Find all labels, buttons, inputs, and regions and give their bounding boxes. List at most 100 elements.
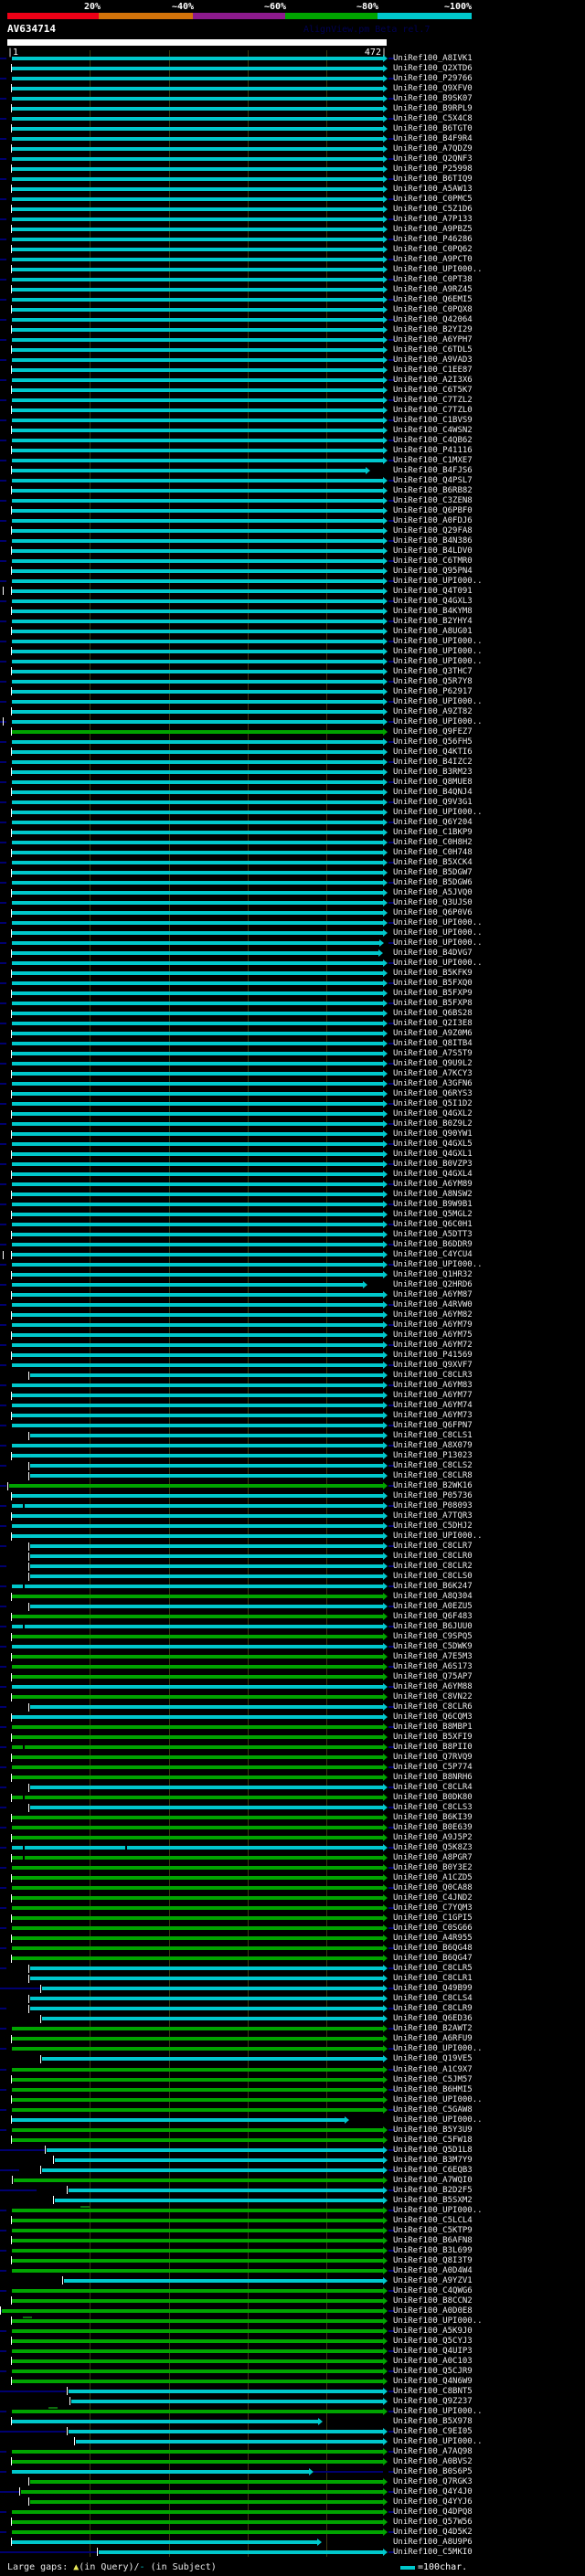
hit-bar[interactable]	[29, 1474, 383, 1479]
hit-bar[interactable]	[12, 1313, 383, 1318]
hit-bar[interactable]	[12, 1012, 383, 1016]
hit-bar[interactable]	[12, 769, 383, 774]
hit-label[interactable]: UniRef100_Q3THC7	[393, 666, 473, 676]
hit-bar[interactable]	[12, 347, 383, 352]
hit-label[interactable]: UniRef100_A9J5P2	[393, 1833, 473, 1843]
hit-label[interactable]: UniRef100_Q7RGK3	[393, 2476, 473, 2486]
hit-bar[interactable]	[12, 2288, 383, 2293]
hit-bar[interactable]	[12, 599, 383, 603]
hit-label[interactable]: UniRef100_B0Z9L2	[393, 1119, 473, 1129]
hit-label[interactable]: UniRef100_C8BNT5	[393, 2386, 473, 2396]
hit-label[interactable]: UniRef100_Q95PN4	[393, 566, 473, 576]
hit-label[interactable]: UniRef100_A6YM77	[393, 1391, 473, 1401]
hit-label[interactable]: UniRef100_B0S6P5	[393, 2466, 473, 2476]
hit-bar[interactable]	[12, 458, 383, 462]
hit-label[interactable]: UniRef100_UPI000..	[393, 2205, 483, 2215]
hit-label[interactable]: UniRef100_B6AFN8	[393, 2235, 473, 2245]
hit-bar[interactable]	[12, 811, 383, 814]
hit-label[interactable]: UniRef100_A6YM87	[393, 1290, 473, 1300]
hit-bar[interactable]	[12, 1444, 383, 1448]
hit-label[interactable]: UniRef100_B2D2F5	[393, 2185, 473, 2195]
hit-label[interactable]: UniRef100_B5DGW7	[393, 868, 473, 878]
hit-label[interactable]: UniRef100_B8CCN2	[393, 2295, 473, 2306]
hit-label[interactable]: UniRef100_P13023	[393, 1451, 473, 1461]
hit-label[interactable]: UniRef100_C8VN22	[393, 1692, 473, 1702]
hit-bar[interactable]	[12, 297, 383, 302]
hit-bar[interactable]	[12, 1725, 383, 1730]
hit-label[interactable]: UniRef100_Q6BS28	[393, 1009, 473, 1019]
hit-label[interactable]: UniRef100_UPI000..	[393, 2316, 483, 2326]
hit-label[interactable]: UniRef100_C8CLR5	[393, 1964, 473, 1974]
hit-bar[interactable]	[12, 1876, 383, 1881]
hit-label[interactable]: UniRef100_C9SPQ5	[393, 1632, 473, 1642]
hit-label[interactable]: UniRef100_B4LDV0	[393, 546, 473, 556]
hit-label[interactable]: UniRef100_C8CLR7	[393, 1542, 473, 1552]
hit-label[interactable]: UniRef100_A5AW13	[393, 184, 473, 194]
hit-bar[interactable]	[29, 2499, 383, 2504]
hit-label[interactable]: UniRef100_A9PBZ5	[393, 224, 473, 234]
hit-bar[interactable]	[29, 1786, 383, 1790]
hit-label[interactable]: UniRef100_Q4N6W9	[393, 2376, 473, 2386]
hit-label[interactable]: UniRef100_Q4DPQ8	[393, 2507, 473, 2517]
hit-bar[interactable]	[12, 891, 383, 896]
hit-label[interactable]: UniRef100_A7TQR3	[393, 1511, 473, 1521]
hit-label[interactable]: UniRef100_B8NRH6	[393, 1773, 473, 1783]
hit-label[interactable]: UniRef100_UPI000..	[393, 2436, 483, 2446]
hit-label[interactable]: UniRef100_Q4Y4J0	[393, 2486, 473, 2496]
hit-label[interactable]: UniRef100_A6YM88	[393, 1682, 473, 1692]
hit-bar[interactable]	[12, 86, 383, 90]
hit-label[interactable]: UniRef100_C7TZL0	[393, 405, 473, 415]
hit-label[interactable]: UniRef100_Q4GXL4	[393, 1170, 473, 1180]
hit-label[interactable]: UniRef100_B6RB82	[393, 485, 473, 495]
hit-label[interactable]: UniRef100_Q5CJR9	[393, 2366, 473, 2376]
hit-label[interactable]: UniRef100_UPI000..	[393, 918, 483, 928]
hit-label[interactable]: UniRef100_C5P774	[393, 1763, 473, 1773]
hit-bar[interactable]	[12, 1494, 383, 1499]
hit-label[interactable]: UniRef100_A9RZ45	[393, 284, 473, 294]
hit-bar[interactable]	[12, 861, 383, 865]
hit-bar[interactable]	[12, 1022, 383, 1026]
hit-label[interactable]: UniRef100_Q9XVF7	[393, 1361, 473, 1371]
hit-bar[interactable]	[29, 1464, 383, 1468]
hit-label[interactable]: UniRef100_C0H748	[393, 848, 473, 858]
hit-label[interactable]: UniRef100_C4QWG6	[393, 2285, 473, 2295]
hit-label[interactable]: UniRef100_Q19VE5	[393, 2054, 473, 2064]
hit-label[interactable]: UniRef100_C8CLR4	[393, 1783, 473, 1793]
hit-bar[interactable]	[12, 1122, 383, 1127]
hit-bar[interactable]	[12, 2097, 383, 2102]
hit-label[interactable]: UniRef100_UPI000..	[393, 938, 483, 949]
hit-label[interactable]: UniRef100_B5SXM2	[393, 2195, 473, 2205]
hit-label[interactable]: UniRef100_UPI000..	[393, 808, 483, 817]
hit-label[interactable]: UniRef100_Q90YW1	[393, 1129, 473, 1140]
hit-bar[interactable]	[12, 739, 383, 744]
hit-label[interactable]: UniRef100_C8CLR8	[393, 1471, 473, 1481]
hit-bar[interactable]	[12, 2519, 383, 2524]
hit-label[interactable]: UniRef100_Q6C0H1	[393, 1220, 473, 1230]
hit-label[interactable]: UniRef100_Q5I1D2	[393, 1099, 473, 1109]
hit-bar[interactable]	[12, 398, 383, 402]
hit-label[interactable]: UniRef100_C5X4C8	[393, 113, 473, 123]
hit-label[interactable]: UniRef100_C5KTP9	[393, 2225, 473, 2235]
hit-bar[interactable]	[12, 2529, 383, 2534]
hit-label[interactable]: UniRef100_Q6RYS3	[393, 1089, 473, 1099]
hit-bar[interactable]	[12, 337, 383, 342]
hit-bar[interactable]	[55, 2198, 383, 2202]
hit-bar[interactable]	[12, 951, 378, 956]
hit-bar[interactable]	[12, 871, 383, 875]
hit-label[interactable]: UniRef100_UPI000..	[393, 646, 483, 656]
hit-bar[interactable]	[12, 679, 383, 684]
hit-label[interactable]: UniRef100_A8UG01	[393, 626, 473, 636]
hit-bar[interactable]	[12, 2539, 318, 2544]
hit-label[interactable]: UniRef100_C1BVS9	[393, 415, 473, 425]
hit-label[interactable]: UniRef100_Q0CA88	[393, 1883, 473, 1893]
hit-label[interactable]: UniRef100_UPI000..	[393, 264, 483, 274]
hit-label[interactable]: UniRef100_B0Y3E2	[393, 1863, 473, 1873]
hit-label[interactable]: UniRef100_B6HMI5	[393, 2084, 473, 2094]
hit-bar[interactable]	[12, 1625, 383, 1629]
hit-label[interactable]: UniRef100_A9Z0M6	[393, 1029, 473, 1039]
hit-bar[interactable]	[12, 548, 383, 553]
hit-label[interactable]: UniRef100_B9SK07	[393, 93, 473, 103]
hit-label[interactable]: UniRef100_UPI000..	[393, 1532, 483, 1542]
hit-label[interactable]: UniRef100_B2YI29	[393, 324, 473, 334]
hit-label[interactable]: UniRef100_B5FXP9	[393, 989, 473, 999]
